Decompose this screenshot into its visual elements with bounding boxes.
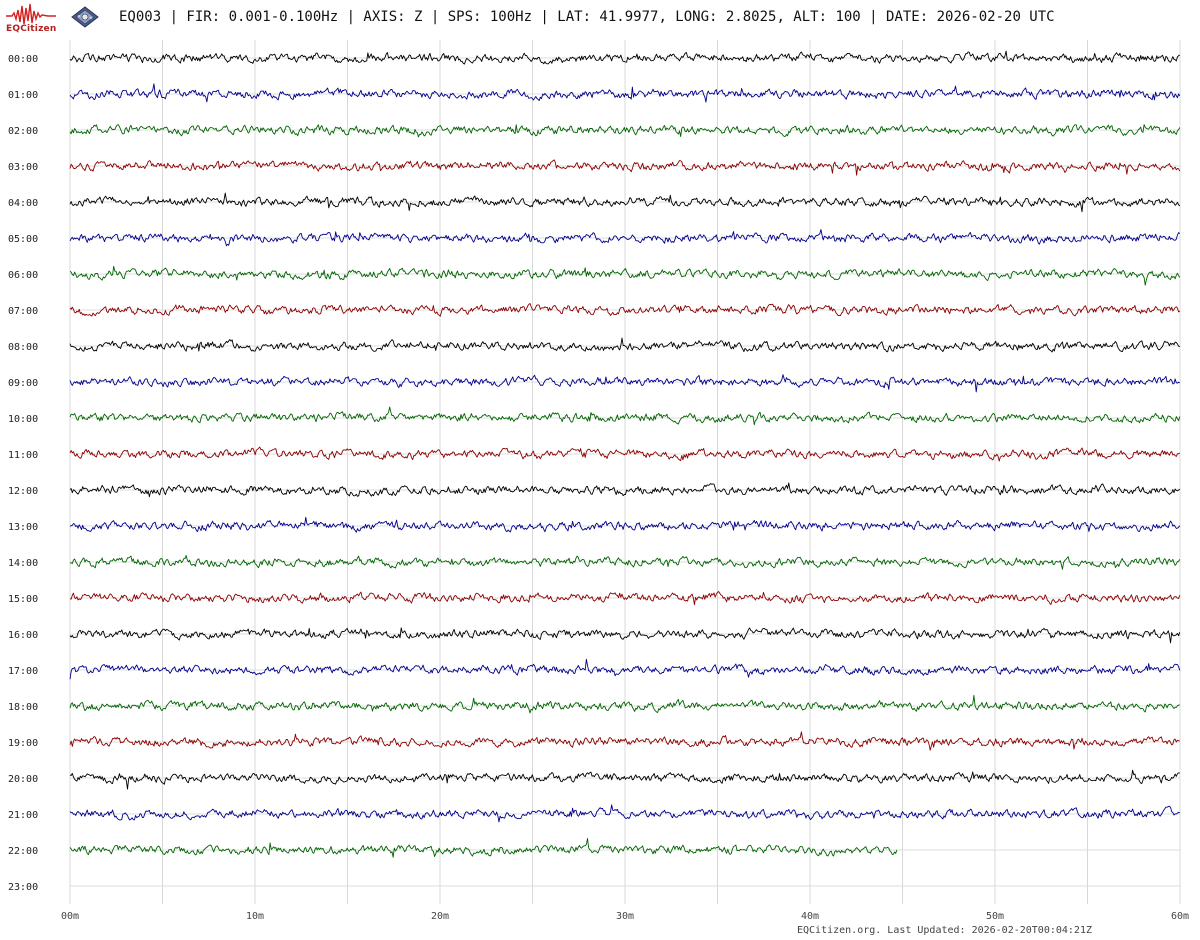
row-label: 20:00	[8, 774, 38, 785]
row-label: 23:00	[8, 882, 38, 893]
row-label: 01:00	[8, 90, 38, 101]
trace-0800	[69, 337, 1180, 353]
grid-layer	[69, 40, 1181, 904]
row-label: 04:00	[8, 198, 38, 209]
trace-1600	[69, 627, 1181, 644]
trace-1200	[69, 482, 1181, 498]
trace-0200	[69, 124, 1181, 138]
trace-0600	[69, 265, 1181, 286]
trace-2000	[69, 769, 1180, 790]
x-tick-label: 40m	[801, 911, 819, 922]
trace-1100	[69, 446, 1180, 462]
x-tick-label: 60m	[1171, 911, 1189, 922]
row-label: 07:00	[8, 306, 38, 317]
x-tick-label: 00m	[61, 911, 79, 922]
row-label: 03:00	[8, 162, 38, 173]
trace-1900	[69, 731, 1180, 751]
row-label: 16:00	[8, 630, 38, 641]
x-tick-label: 10m	[246, 911, 264, 922]
trace-2200	[69, 837, 898, 858]
row-label: 06:00	[8, 270, 38, 281]
trace-0100	[69, 83, 1181, 103]
row-label: 05:00	[8, 234, 38, 245]
last-updated-footer: EQCitizen.org. Last Updated: 2026-02-20T…	[796, 925, 1092, 936]
trace-0500	[69, 229, 1181, 247]
x-tick-label: 30m	[616, 911, 634, 922]
trace-0000	[69, 50, 1181, 65]
row-labels: 00:00 01:00 02:00 03:00 04:00 05:00 06:00 07:00…	[8, 54, 38, 893]
trace-0300	[69, 159, 1181, 176]
row-label: 19:00	[8, 738, 38, 749]
logo-text: EQCitizen	[6, 24, 57, 34]
trace-0700	[69, 303, 1181, 317]
seismograph-logo-icon	[4, 2, 58, 36]
trace-1400	[69, 555, 1181, 570]
row-label: 22:00	[8, 846, 38, 857]
row-label: 09:00	[8, 378, 38, 389]
header-bar: EQCitizen EQ003 | FIR: 0.001-0.100Hz | A…	[0, 0, 1200, 40]
x-tick-label: 50m	[986, 911, 1004, 922]
x-axis-ticks: 00m 10m 20m 30m 40m 50m 60m	[61, 911, 1189, 922]
row-label: 15:00	[8, 594, 38, 605]
row-label: 12:00	[8, 486, 38, 497]
row-label: 17:00	[8, 666, 38, 677]
trace-1500	[69, 591, 1181, 606]
trace-2100	[69, 804, 1180, 823]
row-label: 18:00	[8, 702, 38, 713]
row-label: 11:00	[8, 450, 38, 461]
page-title: EQ003 | FIR: 0.001-0.100Hz | AXIS: Z | S…	[119, 9, 1055, 25]
row-label: 21:00	[8, 810, 38, 821]
row-label: 02:00	[8, 126, 38, 137]
row-label: 10:00	[8, 414, 38, 425]
trace-1300	[69, 516, 1181, 533]
trace-0400	[69, 192, 1181, 213]
trace-0900	[69, 374, 1180, 393]
row-label: 14:00	[8, 558, 38, 569]
seismometer-device-icon	[68, 4, 102, 30]
trace-1800	[69, 694, 1180, 714]
row-label: 13:00	[8, 522, 38, 533]
row-label: 08:00	[8, 342, 38, 353]
trace-1700	[69, 658, 1181, 680]
row-label: 00:00	[8, 54, 38, 65]
x-tick-label: 20m	[431, 911, 449, 922]
trace-1000	[69, 406, 1181, 426]
traces	[69, 50, 1181, 858]
